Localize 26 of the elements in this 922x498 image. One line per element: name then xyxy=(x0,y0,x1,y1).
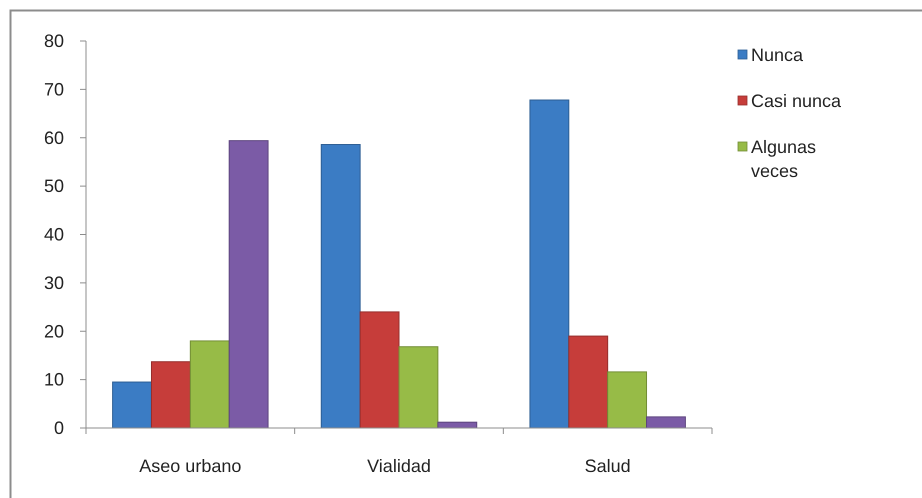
y-tick-label: 20 xyxy=(44,321,64,342)
bar xyxy=(607,371,648,428)
bar xyxy=(320,144,361,428)
x-tick-label: Salud xyxy=(584,456,631,476)
y-tick-label: 50 xyxy=(44,176,64,196)
bar xyxy=(398,346,438,428)
bar xyxy=(568,336,608,428)
legend-label: Algunas veces xyxy=(751,137,816,181)
x-tick-label: Vialidad xyxy=(367,456,431,476)
y-tick-label: 30 xyxy=(44,272,64,293)
bar xyxy=(646,416,686,428)
legend-label: Casi nunca xyxy=(751,91,842,111)
y-tick-label: 60 xyxy=(44,128,64,148)
bar xyxy=(112,382,152,428)
legend-label: Nunca xyxy=(751,45,804,65)
y-tick-label: 10 xyxy=(44,370,64,390)
y-tick-label: 70 xyxy=(44,79,64,100)
y-tick-label: 0 xyxy=(54,418,64,438)
bar xyxy=(150,361,191,428)
bar xyxy=(228,140,269,428)
bar xyxy=(190,340,230,428)
x-tick-label: Aseo urbano xyxy=(139,456,242,476)
y-tick-label: 40 xyxy=(44,224,64,244)
bar xyxy=(529,100,570,428)
bar xyxy=(360,311,400,428)
y-tick-label: 80 xyxy=(44,31,64,51)
